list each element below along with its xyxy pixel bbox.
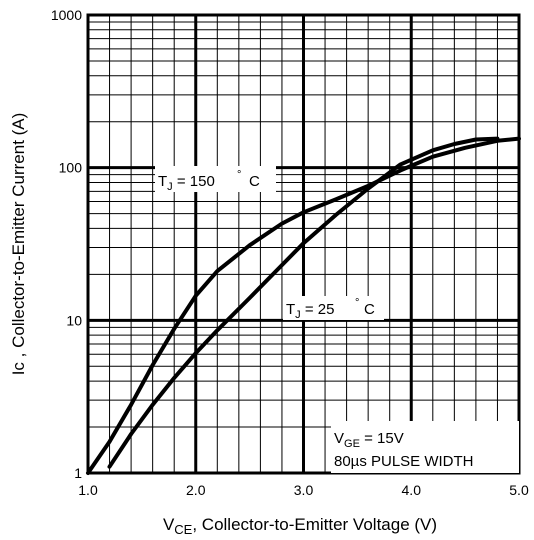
plot-frame: [86, 13, 521, 475]
x-tick-label: 5.0: [509, 482, 529, 498]
grid-major: [88, 15, 519, 473]
condition-box: [331, 421, 519, 473]
y-tick-label: 1000: [51, 7, 82, 23]
x-tick-label: 1.0: [78, 482, 98, 498]
x-tick-label: 3.0: [294, 482, 314, 498]
y-tick-label: 10: [66, 312, 82, 328]
degree-symbol: °: [355, 297, 359, 309]
x-tick-label: 4.0: [402, 482, 422, 498]
annotation-tj-150: TJ = 150: [158, 173, 215, 193]
y-tick-label: 100: [59, 160, 83, 176]
series-line-tj-25: [107, 136, 500, 469]
t25-label-bg: [283, 296, 384, 320]
annotation-tj-25: TJ = 25: [286, 301, 334, 321]
x-tick-labels: 1.0 2.0 3.0 4.0 5.0: [78, 482, 529, 498]
y-tick-label: 1: [74, 465, 82, 481]
t150-label-bg: [155, 166, 276, 192]
x-axis-label: VCE, Collector-to-Emitter Voltage (V): [163, 515, 437, 537]
annotation-tj-150-unit: C: [249, 173, 260, 190]
x-tick-label: 2.0: [186, 482, 206, 498]
series-group: [86, 136, 521, 475]
degree-symbol: °: [237, 169, 241, 181]
annotation-vge: VGE = 15V: [334, 430, 404, 450]
annotation-pulse-width: 80µs PULSE WIDTH: [334, 453, 474, 470]
series-line-tj-150: [86, 136, 521, 475]
y-tick-labels: 1 10 100 1000: [51, 7, 82, 481]
y-axis-label: Ic , Collector-to-Emitter Current (A): [9, 113, 28, 376]
annotation-tj-25-unit: C: [364, 301, 375, 318]
